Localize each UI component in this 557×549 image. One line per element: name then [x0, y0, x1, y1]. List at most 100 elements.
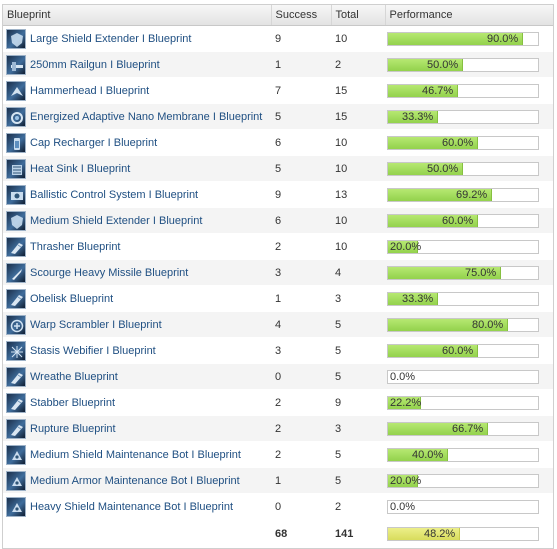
cap-recharger-icon[interactable] [6, 132, 26, 153]
total-count: 5 [331, 441, 385, 468]
performance-bar: 33.3% [387, 109, 539, 124]
success-count: 0 [271, 363, 331, 390]
total-count: 3 [331, 285, 385, 312]
column-header-performance[interactable]: Performance [384, 5, 553, 26]
blueprint-name-link[interactable]: Energized Adaptive Nano Membrane I Bluep… [30, 110, 263, 123]
success-count: 6 [271, 129, 331, 156]
blueprint-table: Blueprint Success Total Performance Larg… [3, 5, 553, 548]
blueprint-cell: Rupture Blueprint [3, 415, 271, 442]
total-count-value: 141 [331, 519, 385, 548]
total-count: 3 [331, 415, 385, 442]
success-count: 2 [271, 441, 331, 468]
blueprint-cell: Stasis Webifier I Blueprint [3, 337, 271, 364]
performance-bar-fill [388, 344, 478, 357]
blueprint-name-link[interactable]: Scourge Heavy Missile Blueprint [30, 266, 189, 279]
blueprint-name-link[interactable]: Stasis Webifier I Blueprint [30, 344, 156, 357]
ship-icon[interactable] [6, 288, 26, 309]
railgun-icon[interactable] [6, 54, 26, 75]
table-row: Large Shield Extender I Blueprint 9 10 90.0… [3, 25, 553, 52]
ship-icon[interactable] [6, 236, 26, 257]
membrane-icon[interactable] [6, 106, 26, 127]
blueprint-name-link[interactable]: Obelisk Blueprint [30, 292, 114, 305]
performance-bar: 90.0% [387, 31, 539, 46]
blueprint-name-wrapper: Ballistic Control System I Blueprint [3, 184, 271, 205]
blueprint-name-wrapper: Wreathe Blueprint [3, 366, 271, 387]
blueprint-cell: Wreathe Blueprint [3, 363, 271, 390]
ship-icon[interactable] [6, 418, 26, 439]
blueprint-name-wrapper: Cap Recharger I Blueprint [3, 132, 271, 153]
success-count: 3 [271, 337, 331, 364]
performance-bar: 50.0% [387, 57, 539, 72]
performance-bar: 22.2% [387, 395, 539, 410]
column-header-success[interactable]: Success [270, 5, 331, 26]
blueprint-cell: Stabber Blueprint [3, 389, 271, 416]
warp-scrambler-icon[interactable] [6, 314, 26, 335]
maintenance-bot-icon[interactable] [6, 470, 26, 491]
drone-icon[interactable] [6, 80, 26, 101]
blueprint-name-link[interactable]: Ballistic Control System I Blueprint [30, 188, 199, 201]
heat-sink-icon[interactable] [6, 158, 26, 179]
totals-spacer [3, 520, 271, 549]
performance-bar-fill [388, 110, 438, 123]
maintenance-bot-icon[interactable] [6, 496, 26, 517]
success-count: 3 [271, 259, 331, 286]
performance-percent: 33.3% [402, 292, 434, 305]
performance-bar-fill [388, 240, 418, 253]
blueprint-name-wrapper: Energized Adaptive Nano Membrane I Bluep… [3, 106, 271, 127]
column-header-blueprint[interactable]: Blueprint [3, 5, 271, 26]
blueprint-name-link[interactable]: Cap Recharger I Blueprint [30, 136, 158, 149]
performance-bar: 60.0% [387, 213, 539, 228]
blueprint-cell: Hammerhead I Blueprint [3, 77, 271, 104]
success-count: 1 [271, 467, 331, 494]
webifier-icon[interactable] [6, 340, 26, 361]
blueprint-name-link[interactable]: Hammerhead I Blueprint [30, 84, 150, 97]
blueprint-name-link[interactable]: Medium Shield Maintenance Bot I Blueprin… [30, 448, 241, 461]
performance-cell: 80.0% [385, 311, 553, 338]
blueprint-name-link[interactable]: Rupture Blueprint [30, 422, 116, 435]
performance-cell: 60.0% [385, 337, 553, 364]
performance-cell: 69.2% [385, 181, 553, 208]
performance-bar-fill [388, 136, 478, 149]
blueprint-name-link[interactable]: Large Shield Extender I Blueprint [30, 32, 192, 45]
blueprint-name-link[interactable]: Warp Scrambler I Blueprint [30, 318, 162, 331]
performance-cell: 50.0% [385, 155, 553, 182]
maintenance-bot-icon[interactable] [6, 444, 26, 465]
performance-percent: 0.0% [390, 500, 416, 513]
performance-percent: 69.2% [456, 188, 488, 201]
performance-bar-fill [388, 292, 438, 305]
performance-cell: 33.3% [385, 103, 553, 130]
blueprint-name-link[interactable]: Thrasher Blueprint [30, 240, 121, 253]
performance-bar-fill [388, 214, 478, 227]
table-row: Medium Shield Maintenance Bot I Blueprin… [3, 441, 553, 468]
blueprint-name-wrapper: Thrasher Blueprint [3, 236, 271, 257]
ballistic-control-icon[interactable] [6, 184, 26, 205]
shield-extender-icon[interactable] [6, 210, 26, 231]
success-count: 1 [271, 51, 331, 78]
performance-percent: 60.0% [442, 136, 474, 149]
blueprint-name-link[interactable]: Medium Shield Extender I Blueprint [30, 214, 203, 227]
blueprint-name-wrapper: Rupture Blueprint [3, 418, 271, 439]
blueprint-name-link[interactable]: Heat Sink I Blueprint [30, 162, 131, 175]
blueprint-cell: Large Shield Extender I Blueprint [3, 25, 271, 52]
blueprint-name-link[interactable]: Heavy Shield Maintenance Bot I Blueprint [30, 500, 234, 513]
performance-percent: 46.7% [422, 84, 454, 97]
success-count: 1 [271, 285, 331, 312]
success-count: 2 [271, 389, 331, 416]
ship-icon[interactable] [6, 366, 26, 387]
shield-extender-icon[interactable] [6, 28, 26, 49]
total-performance-percent: 48.2% [424, 528, 456, 540]
blueprint-name-link[interactable]: Medium Armor Maintenance Bot I Blueprint [30, 474, 240, 487]
performance-cell: 22.2% [385, 389, 553, 416]
performance-cell: 66.7% [385, 415, 553, 442]
blueprint-name-link[interactable]: Wreathe Blueprint [30, 370, 118, 383]
performance-percent: 20.0% [390, 240, 422, 253]
blueprint-cell: Warp Scrambler I Blueprint [3, 311, 271, 338]
blueprint-name-wrapper: Large Shield Extender I Blueprint [3, 28, 271, 49]
missile-icon[interactable] [6, 262, 26, 283]
blueprint-name-link[interactable]: Stabber Blueprint [30, 396, 115, 409]
total-count: 5 [331, 311, 385, 338]
column-header-total[interactable]: Total [330, 5, 385, 26]
performance-bar-fill [388, 448, 448, 461]
blueprint-name-link[interactable]: 250mm Railgun I Blueprint [30, 58, 160, 71]
ship-icon[interactable] [6, 392, 26, 413]
